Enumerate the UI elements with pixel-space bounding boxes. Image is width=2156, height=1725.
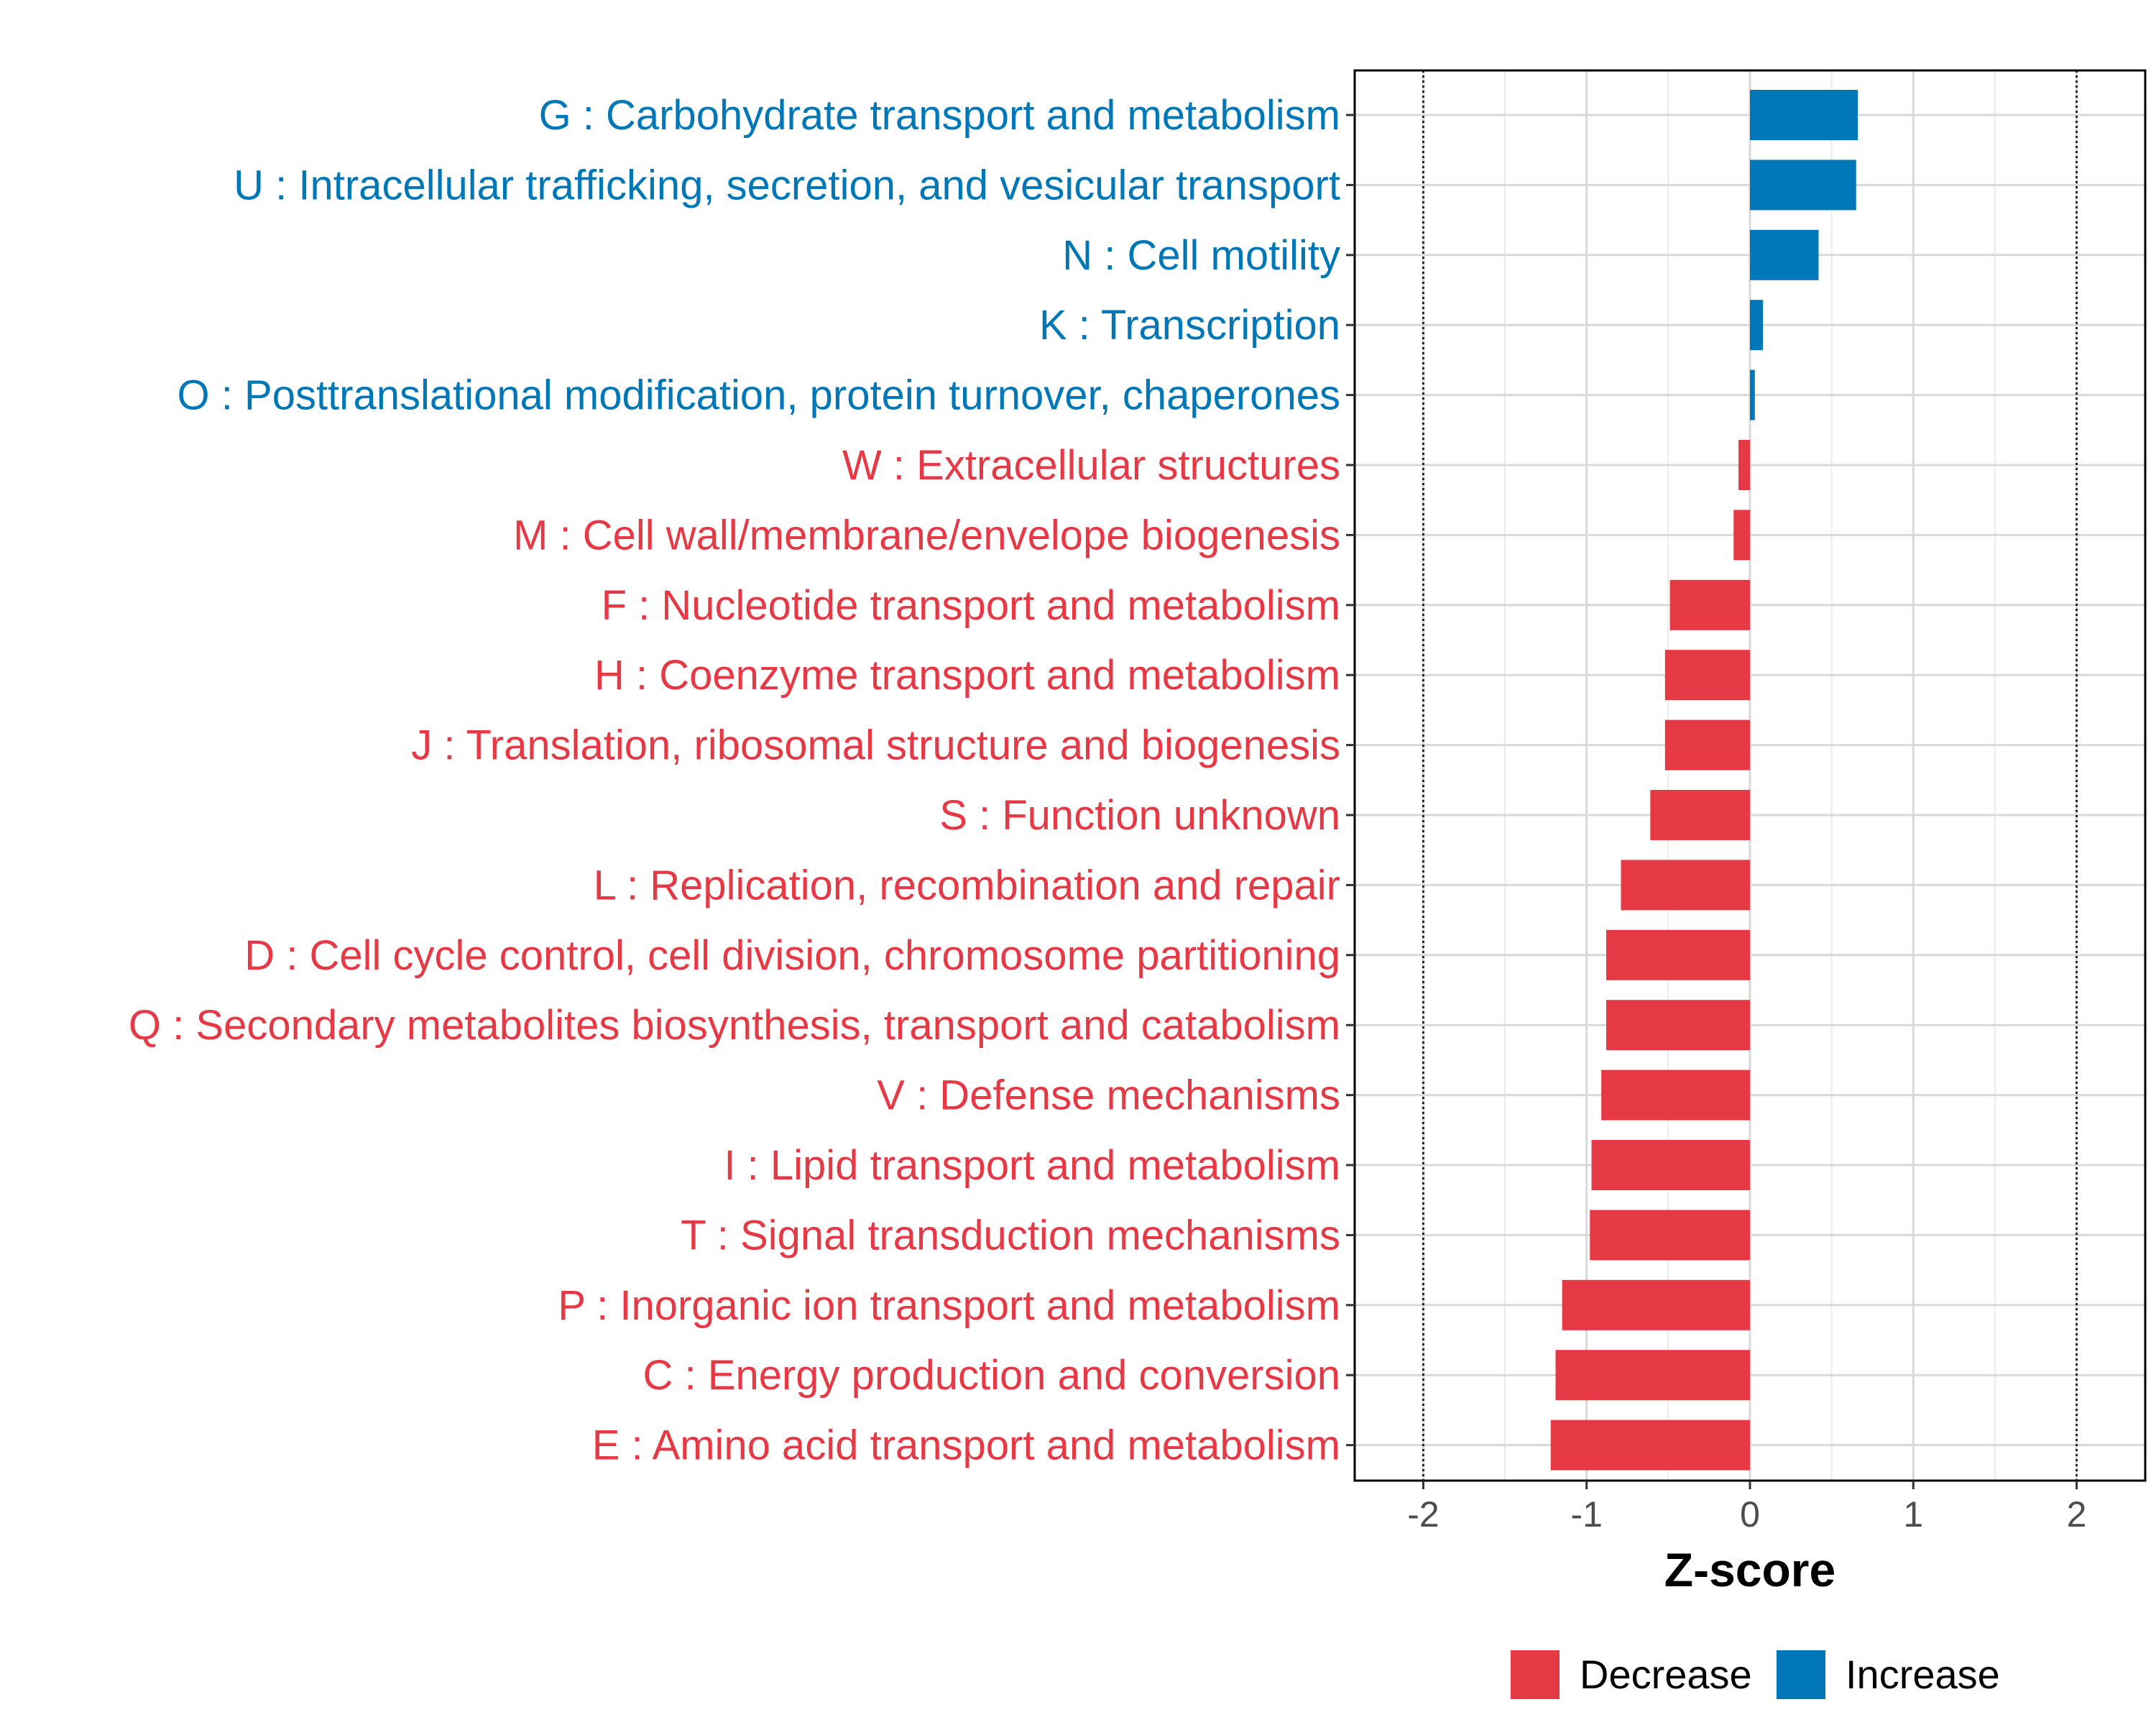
bar-decrease (1733, 510, 1750, 561)
category-label: Q : Secondary metabolites biosynthesis, … (129, 1002, 1340, 1049)
category-label: K : Transcription (1039, 302, 1340, 349)
grid-lines (1355, 70, 2145, 1481)
bar-decrease (1738, 440, 1750, 490)
bar-decrease (1606, 1000, 1750, 1051)
category-label: C : Energy production and conversion (643, 1352, 1340, 1399)
category-label: O : Posttranslational modification, prot… (178, 372, 1340, 419)
x-tick-label: 1 (1903, 1494, 1923, 1535)
bar-increase (1750, 90, 1858, 140)
bar-decrease (1664, 719, 1750, 770)
bar-decrease (1621, 860, 1750, 911)
legend: Decrease Increase (1511, 1650, 2000, 1699)
category-label: I : Lipid transport and metabolism (724, 1142, 1340, 1189)
x-tick-label: 2 (2067, 1494, 2087, 1535)
bar-decrease (1606, 929, 1750, 980)
x-tick-label: -2 (1407, 1494, 1439, 1535)
bar-decrease (1669, 579, 1750, 630)
bar-increase (1750, 369, 1755, 420)
category-label: M : Cell wall/membrane/envelope biogenes… (513, 512, 1340, 558)
y-axis-ticks (1346, 114, 1355, 1447)
legend-label-decrease: Decrease (1580, 1652, 1752, 1697)
bar-decrease (1664, 650, 1750, 701)
x-axis-title: Z-score (1664, 1543, 1835, 1596)
bar-decrease (1601, 1070, 1750, 1121)
category-label: W : Extracellular structures (842, 442, 1340, 489)
category-labels: G : Carbohydrate transport and metabolis… (129, 92, 1340, 1469)
category-label: L : Replication, recombination and repai… (594, 862, 1340, 908)
bars (1550, 90, 1858, 1471)
x-tick-label: 0 (1740, 1494, 1760, 1535)
bar-increase (1750, 229, 1819, 280)
bar-increase (1750, 160, 1856, 211)
bar-decrease (1590, 1210, 1750, 1261)
category-label: G : Carbohydrate transport and metabolis… (539, 92, 1340, 139)
bar-decrease (1555, 1350, 1750, 1401)
category-label: H : Coenzyme transport and metabolism (594, 652, 1340, 699)
category-label: U : Intracellular trafficking, secretion… (234, 162, 1340, 208)
legend-label-increase: Increase (1846, 1652, 2000, 1697)
category-label: D : Cell cycle control, cell division, c… (244, 932, 1340, 979)
reference-lines (1422, 70, 2078, 1481)
x-axis-ticks: -2 -1 0 1 2 (1407, 1481, 2086, 1535)
bar-decrease (1562, 1279, 1750, 1330)
bar-decrease (1591, 1140, 1750, 1190)
category-label: V : Defense mechanisms (877, 1072, 1340, 1119)
bar-decrease (1650, 790, 1750, 840)
x-tick-label: -1 (1570, 1494, 1602, 1535)
legend-swatch-increase (1777, 1650, 1825, 1699)
category-label: J : Translation, ribosomal structure and… (411, 722, 1340, 769)
category-label: S : Function unknown (939, 792, 1340, 839)
category-label: T : Signal transduction mechanisms (681, 1212, 1340, 1259)
category-label: E : Amino acid transport and metabolism (592, 1422, 1340, 1469)
category-label: F : Nucleotide transport and metabolism (602, 582, 1340, 629)
bar-increase (1750, 300, 1764, 351)
category-label: P : Inorganic ion transport and metaboli… (558, 1282, 1340, 1329)
bar-decrease (1550, 1420, 1750, 1471)
legend-swatch-decrease (1511, 1650, 1560, 1699)
category-label: N : Cell motility (1062, 232, 1340, 279)
